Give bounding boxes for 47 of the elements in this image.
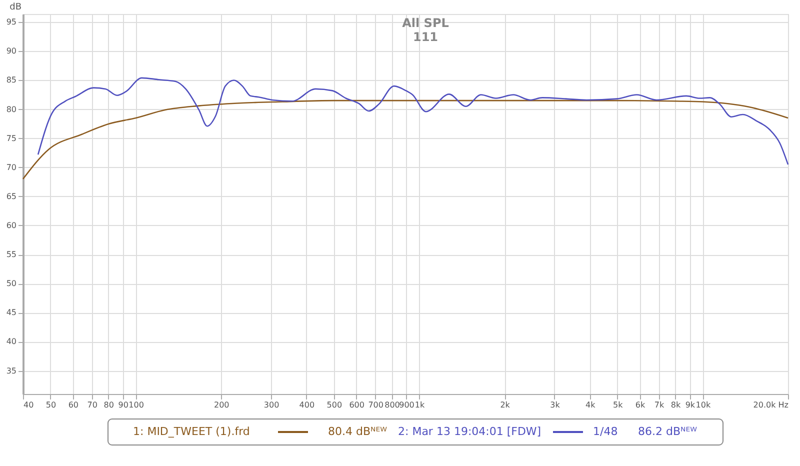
- x-tick-label: 200: [214, 400, 230, 410]
- x-tick-label: 7k: [654, 400, 664, 410]
- legend-label: 2: Mar 13 19:04:01 [FDW]: [398, 425, 542, 438]
- x-tick-label: 2k: [500, 400, 510, 410]
- y-tick-label: 95: [6, 18, 16, 27]
- text: 1/48: [593, 425, 618, 438]
- x-tick-label: 300: [264, 400, 280, 410]
- text: 80.4 dBᴺᴱᵂ: [328, 425, 388, 438]
- x-tick-label: 50: [46, 400, 56, 410]
- x-tick-label: 100: [128, 400, 144, 410]
- x-tick-label: 600: [349, 400, 364, 410]
- y-tick-label: 35: [6, 366, 16, 376]
- text: 111: [412, 30, 438, 44]
- y-tick-label: 75: [6, 134, 16, 143]
- x-tick-label: 500: [326, 400, 342, 410]
- x-tick-label: 700: [368, 400, 384, 410]
- y-tick-label: 60: [6, 221, 16, 230]
- y-tick-label: 55: [6, 250, 16, 260]
- text: 86.2 dBᴺᴱᵂ: [638, 425, 698, 438]
- y-axis-title: dB: [10, 2, 22, 12]
- y-tick-label: 50: [6, 279, 16, 288]
- x-tick-label: 4k: [586, 400, 596, 410]
- x-tick-label: 400: [299, 400, 315, 410]
- x-tick-label: 800: [384, 400, 400, 410]
- y-tick-label: 70: [6, 162, 16, 172]
- x-tick-label: 900: [399, 400, 414, 410]
- x-tick-label: 90: [118, 400, 128, 410]
- x-tick-label: 1k: [414, 400, 425, 410]
- x-tick-label: 8k: [670, 400, 681, 410]
- x-tick-label: 6k: [635, 400, 646, 410]
- text: 1: MID_TWEET (1).frd: [133, 425, 250, 438]
- x-tick-label: 70: [87, 400, 98, 410]
- x-tick-label: 5k: [612, 400, 624, 410]
- chart-title: All SPL: [402, 16, 450, 30]
- y-tick-label: 90: [6, 46, 16, 56]
- y-tick-label: 80: [6, 104, 16, 114]
- y-tick-label: 65: [6, 192, 16, 201]
- x-tick-label: 60: [68, 400, 79, 410]
- y-tick-label: 45: [6, 308, 16, 318]
- x-tick-label: 3k: [550, 400, 560, 410]
- y-tick-label: 85: [6, 76, 16, 85]
- x-tick-label: 9k: [685, 400, 696, 410]
- y-tick-label: 40: [6, 337, 16, 346]
- x-tick-label: 10k: [696, 400, 711, 410]
- x-tick-label: 20.0k Hz: [753, 400, 788, 410]
- x-tick-label: 40: [24, 400, 34, 410]
- x-tick-label: 80: [104, 400, 114, 410]
